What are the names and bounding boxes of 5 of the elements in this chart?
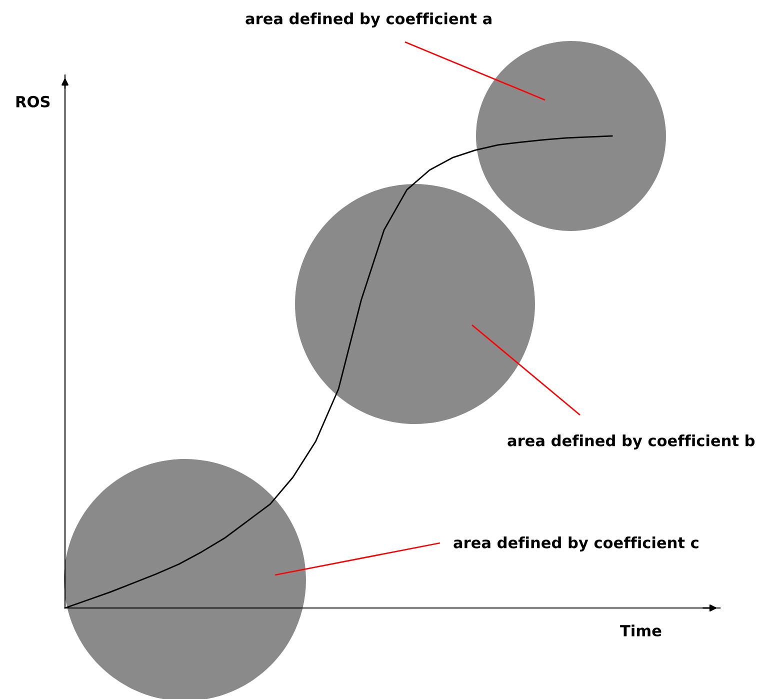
annotation: area defined by coefficient b [508, 434, 755, 450]
annotation: area defined by coefficient c [454, 536, 698, 552]
text: area defined by coefficient a [246, 12, 492, 28]
x-axis-title: Time [620, 624, 662, 636]
y-axis-title: ROS [16, 96, 50, 108]
